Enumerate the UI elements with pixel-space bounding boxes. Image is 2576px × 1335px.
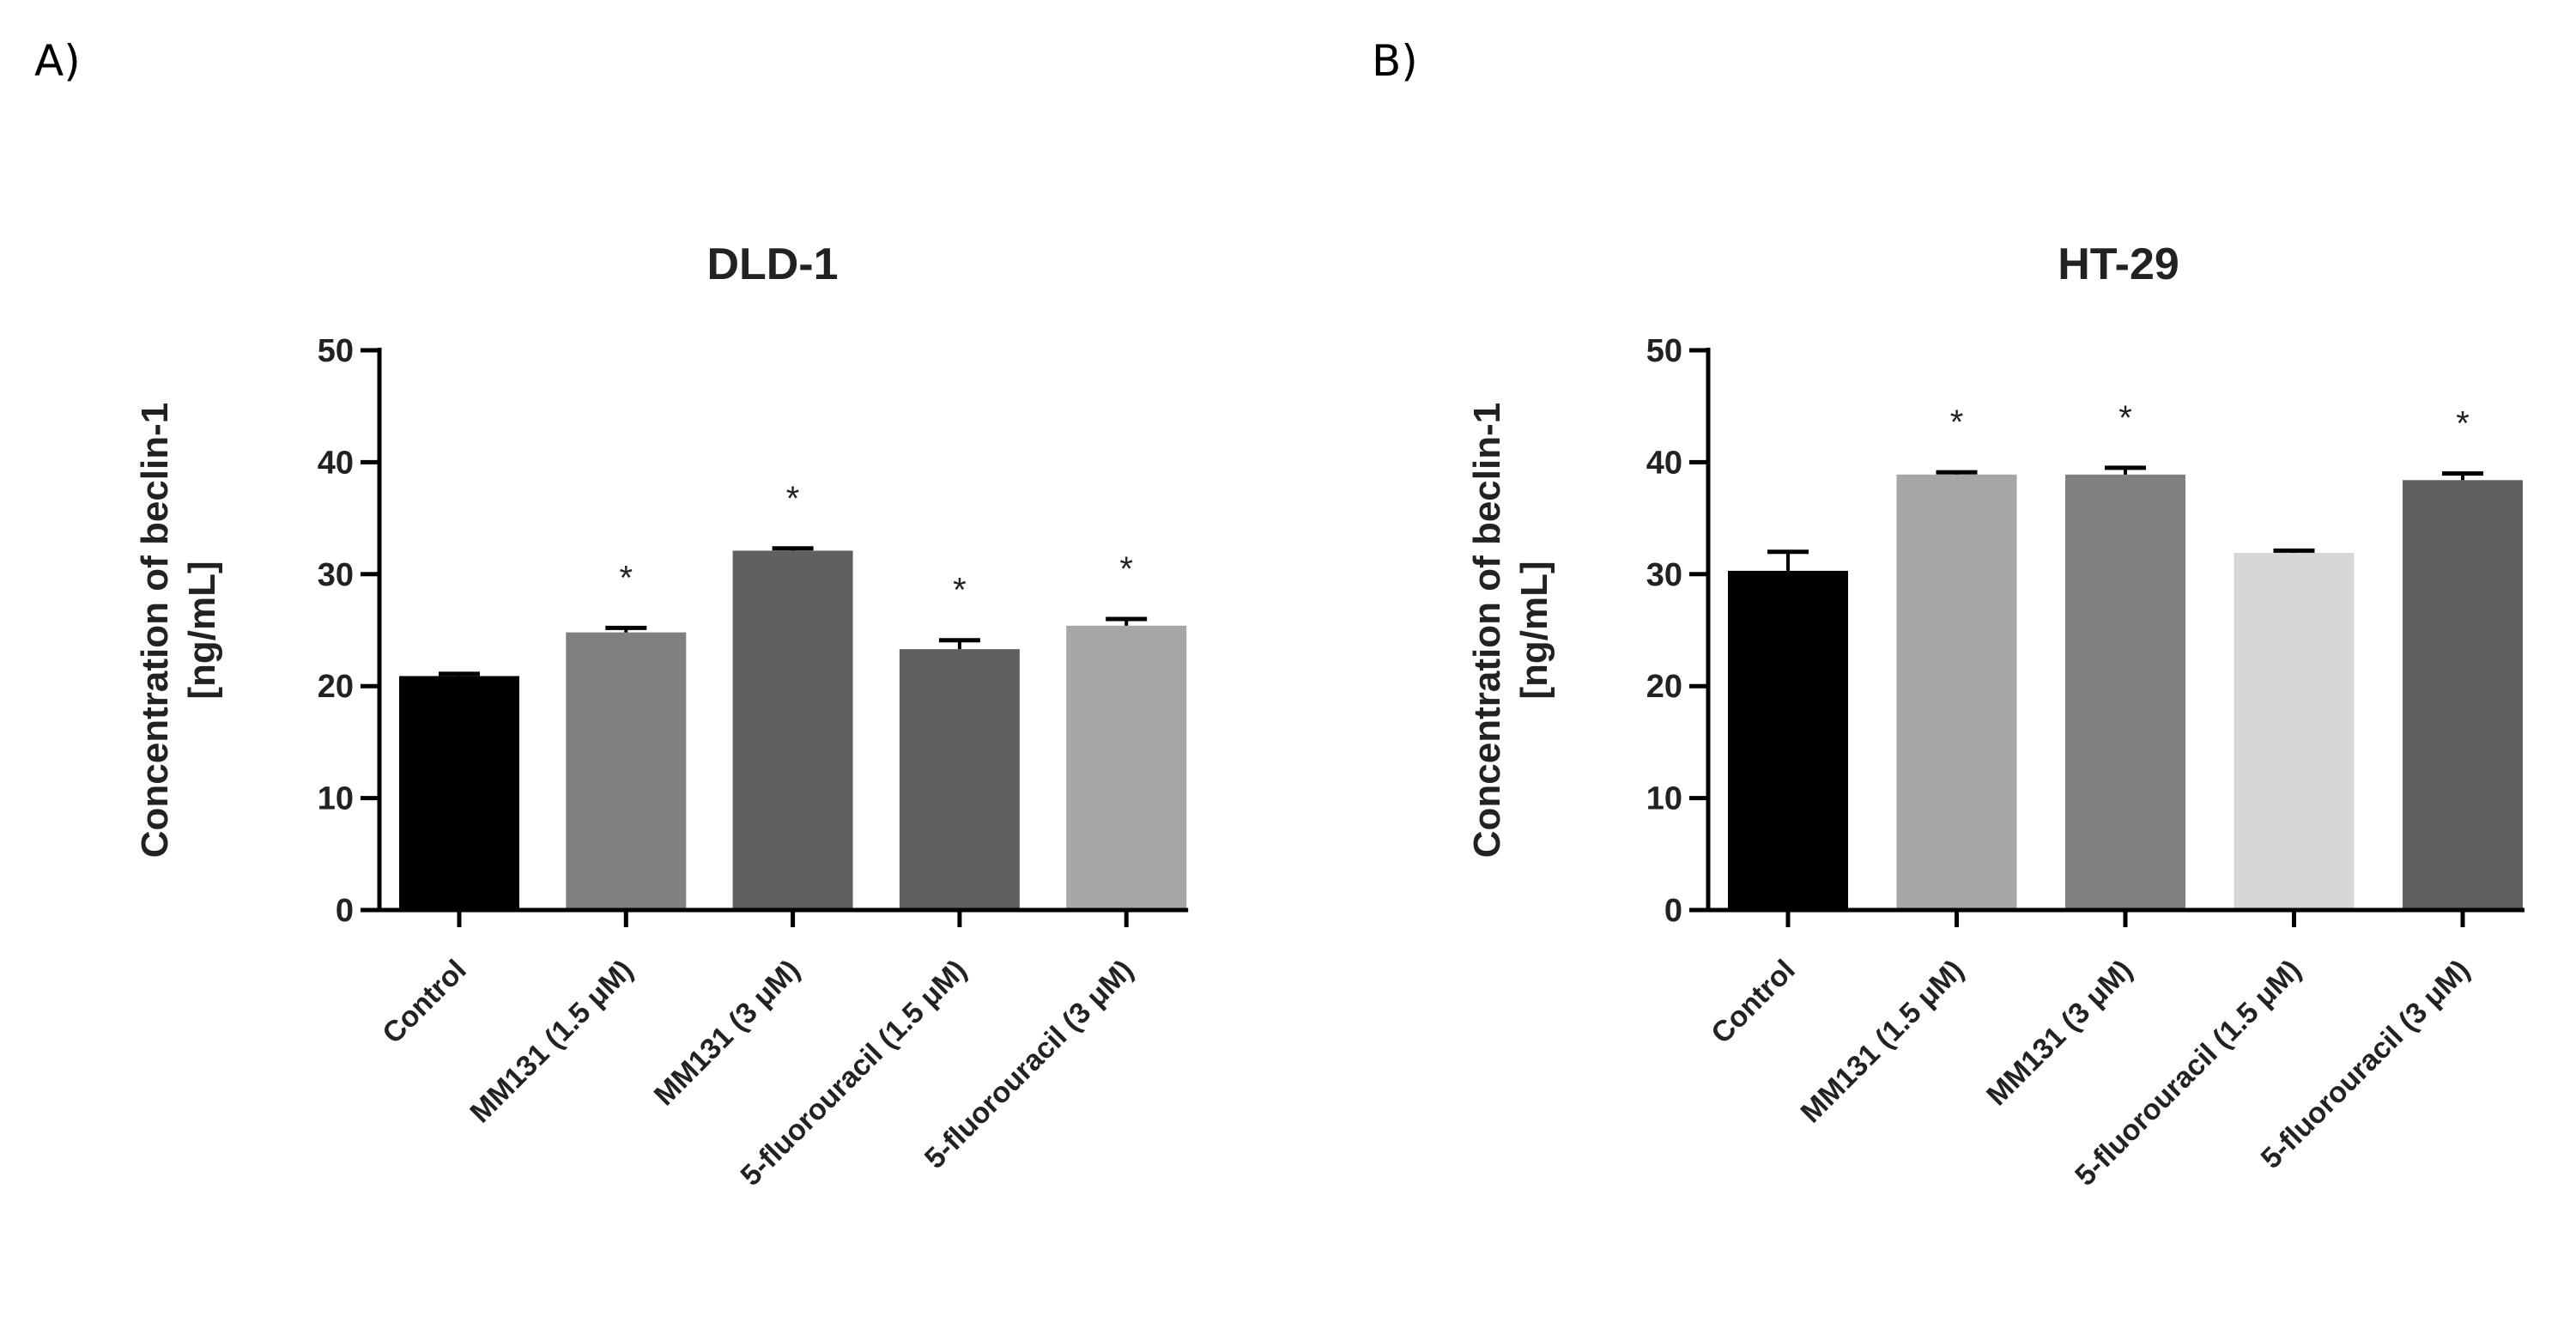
bar: [899, 649, 1020, 910]
category-label: MM131 (1.5 μM): [464, 954, 639, 1130]
bar: [2065, 474, 2185, 910]
y-tick-label: 30: [1646, 557, 1682, 593]
bar: [732, 550, 853, 910]
category-label: Control: [376, 954, 472, 1050]
y-axis-label: Concentration of beclin-1: [134, 403, 176, 858]
category-label: MM131 (3 μM): [1980, 954, 2139, 1113]
bar: [2403, 480, 2523, 910]
category-label: Control: [1705, 954, 1801, 1050]
chart-dld-1: DLD-1 Concentration of beclin-1 [ng/mL] Con…: [134, 240, 1189, 1192]
bar: [566, 632, 687, 910]
significance-star: *: [1119, 550, 1133, 588]
y-tick-label: 10: [1646, 781, 1682, 817]
panel-label-b: B): [1372, 36, 1418, 86]
y-tick-label: 0: [336, 893, 354, 929]
y-tick-label: 40: [1646, 445, 1682, 481]
category-label: MM131 (1.5 μM): [1795, 954, 1971, 1130]
y-tick-label: 50: [318, 333, 354, 369]
bar: [1896, 474, 2017, 910]
y-tick-label: 20: [318, 669, 354, 705]
chart-title: DLD-1: [706, 240, 838, 289]
y-tick-label: 10: [318, 781, 354, 817]
panel-label-a: A): [34, 36, 81, 86]
y-tick-label: 50: [1646, 333, 1682, 369]
y-tick-label: 0: [1664, 893, 1682, 929]
chart-title: HT-29: [2058, 240, 2179, 289]
bar: [1066, 625, 1187, 910]
bar: [2234, 553, 2355, 910]
category-label: MM131 (3 μM): [648, 954, 807, 1113]
significance-star: *: [2118, 399, 2132, 437]
y-axis-label: Concentration of beclin-1: [1466, 403, 1508, 858]
significance-star: *: [953, 572, 967, 610]
significance-star: *: [1950, 404, 1964, 441]
y-tick-label: 40: [318, 445, 354, 481]
y-axis-label: [ng/mL]: [1513, 561, 1555, 699]
chart-ht-29: HT-29 Concentration of beclin-1 [ng/mL] Con…: [1466, 240, 2524, 1192]
bar: [1728, 570, 1848, 910]
significance-star: *: [2456, 404, 2470, 442]
bar: [399, 676, 519, 910]
y-tick-label: 20: [1646, 669, 1682, 705]
significance-star: *: [620, 559, 633, 597]
y-axis-label: [ng/mL]: [181, 561, 223, 699]
y-tick-label: 30: [318, 557, 354, 593]
significance-star: *: [786, 480, 800, 518]
